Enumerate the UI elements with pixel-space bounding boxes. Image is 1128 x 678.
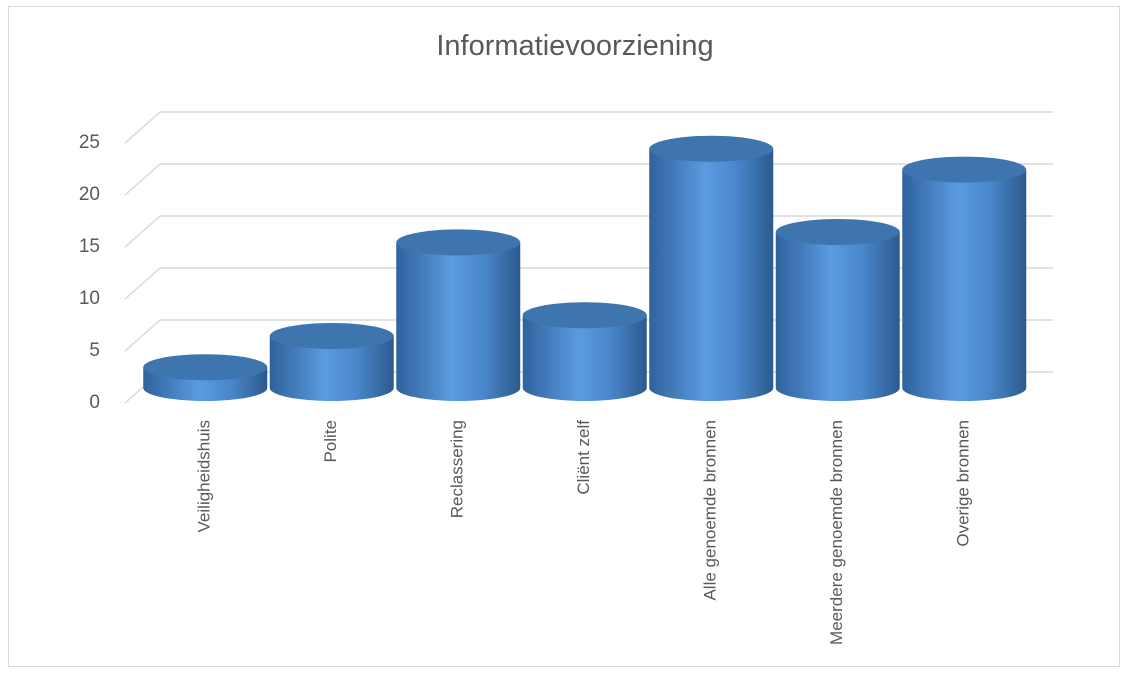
bar (902, 169, 1027, 402)
bar-top (649, 135, 774, 162)
bar (396, 242, 521, 401)
grid-line (124, 111, 161, 144)
bar-top (775, 219, 900, 245)
x-tick-label: Meerdere genoemde bronnen (827, 420, 846, 645)
y-tick-label: 15 (79, 236, 100, 257)
x-tick-label: Alle genoemde bronnen (701, 420, 720, 601)
grid-line (124, 267, 161, 300)
x-tick-label: Overige bronnen (954, 420, 973, 547)
bar-top (269, 323, 394, 349)
x-tick-label: Cliënt zelf (574, 420, 593, 495)
bar (522, 315, 647, 401)
grid-line (124, 319, 161, 352)
y-tick-label: 5 (89, 340, 100, 361)
grid-line (124, 215, 161, 248)
x-tick-label: Reclassering (448, 420, 467, 518)
bar-top (143, 354, 268, 381)
chart-title: Informatievoorziening (436, 30, 713, 62)
x-tick-label: Polite (321, 420, 340, 463)
bar (269, 336, 394, 402)
y-tick-label: 0 (89, 392, 100, 413)
bar-top (522, 302, 647, 329)
x-tick-label: Veiligheidshuis (195, 420, 214, 532)
bar (649, 148, 774, 402)
y-tick-label: 20 (79, 184, 100, 205)
y-tick-label: 10 (79, 288, 100, 309)
y-tick-label: 25 (79, 132, 100, 153)
bar (775, 232, 900, 402)
bar-top (902, 156, 1027, 183)
bar-top (396, 229, 521, 256)
grid-line (124, 163, 161, 196)
